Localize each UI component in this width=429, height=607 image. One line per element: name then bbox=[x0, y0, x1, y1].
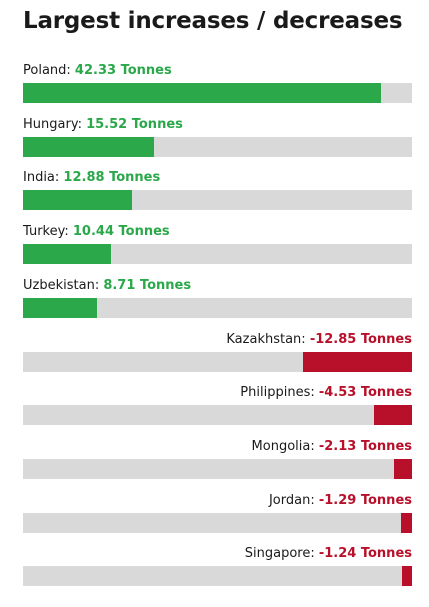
bar-label: Jordan: -1.29 Tonnes bbox=[268, 493, 412, 508]
bar-row-turkey: Turkey: 10.44 Tonnes bbox=[23, 224, 412, 266]
bar-track bbox=[23, 83, 412, 103]
bar-hungary bbox=[23, 137, 154, 157]
value-label: 12.88 Tonnes bbox=[63, 170, 161, 185]
value-label: 8.71 Tonnes bbox=[103, 278, 192, 293]
bar-kazakhstan bbox=[303, 352, 412, 372]
category-name: Singapore bbox=[244, 546, 311, 561]
bar-row-singapore: Singapore: -1.24 Tonnes bbox=[23, 546, 412, 588]
bar-track bbox=[23, 513, 412, 533]
bar-row-uzbekistan: Uzbekistan: 8.71 Tonnes bbox=[23, 278, 412, 320]
bar-track bbox=[23, 459, 412, 479]
bar-track bbox=[23, 244, 412, 264]
bar-label: India: 12.88 Tonnes bbox=[23, 170, 161, 185]
category-name: Uzbekistan bbox=[23, 278, 95, 293]
category-name: Poland bbox=[23, 63, 67, 78]
bar-philippines bbox=[374, 405, 412, 425]
bar-uzbekistan bbox=[23, 298, 97, 318]
category-name: Turkey bbox=[23, 224, 65, 239]
bar-poland bbox=[23, 83, 381, 103]
bar-india bbox=[23, 190, 132, 210]
category-name: Kazakhstan bbox=[226, 332, 302, 347]
bar-label: Turkey: 10.44 Tonnes bbox=[23, 224, 170, 239]
bar-track bbox=[23, 566, 412, 586]
bar-turkey bbox=[23, 244, 111, 264]
category-name: Mongolia bbox=[251, 439, 311, 454]
value-label: -1.29 Tonnes bbox=[318, 493, 412, 508]
value-label: -1.24 Tonnes bbox=[318, 546, 412, 561]
category-name: Philippines bbox=[240, 385, 311, 400]
bar-label: Poland: 42.33 Tonnes bbox=[23, 63, 172, 78]
bar-row-jordan: Jordan: -1.29 Tonnes bbox=[23, 493, 412, 535]
bar-row-mongolia: Mongolia: -2.13 Tonnes bbox=[23, 439, 412, 481]
bar-track bbox=[23, 352, 412, 372]
bar-singapore bbox=[402, 566, 412, 586]
category-name: India bbox=[23, 170, 55, 185]
bar-track bbox=[23, 405, 412, 425]
bar-label: Uzbekistan: 8.71 Tonnes bbox=[23, 278, 192, 293]
bar-row-kazakhstan: Kazakhstan: -12.85 Tonnes bbox=[23, 332, 412, 374]
value-label: 15.52 Tonnes bbox=[86, 117, 183, 132]
chart-title: Largest increases / decreases bbox=[23, 8, 403, 34]
bar-label: Mongolia: -2.13 Tonnes bbox=[251, 439, 412, 454]
value-label: 42.33 Tonnes bbox=[74, 63, 172, 78]
bar-row-india: India: 12.88 Tonnes bbox=[23, 170, 412, 212]
bar-jordan bbox=[401, 513, 412, 533]
category-name: Hungary bbox=[23, 117, 78, 132]
bar-track bbox=[23, 190, 412, 210]
bar-mongolia bbox=[394, 459, 412, 479]
bar-row-hungary: Hungary: 15.52 Tonnes bbox=[23, 117, 412, 159]
bar-track bbox=[23, 298, 412, 318]
value-label: -12.85 Tonnes bbox=[309, 332, 412, 347]
bar-label: Kazakhstan: -12.85 Tonnes bbox=[226, 332, 412, 347]
value-label: 10.44 Tonnes bbox=[72, 224, 170, 239]
bar-label: Singapore: -1.24 Tonnes bbox=[244, 546, 412, 561]
bar-row-poland: Poland: 42.33 Tonnes bbox=[23, 63, 412, 105]
bar-track bbox=[23, 137, 412, 157]
bar-label: Hungary: 15.52 Tonnes bbox=[23, 117, 183, 132]
category-name: Jordan bbox=[268, 493, 311, 508]
value-label: -2.13 Tonnes bbox=[318, 439, 412, 454]
value-label: -4.53 Tonnes bbox=[318, 385, 412, 400]
bar-row-philippines: Philippines: -4.53 Tonnes bbox=[23, 385, 412, 427]
bar-label: Philippines: -4.53 Tonnes bbox=[240, 385, 412, 400]
